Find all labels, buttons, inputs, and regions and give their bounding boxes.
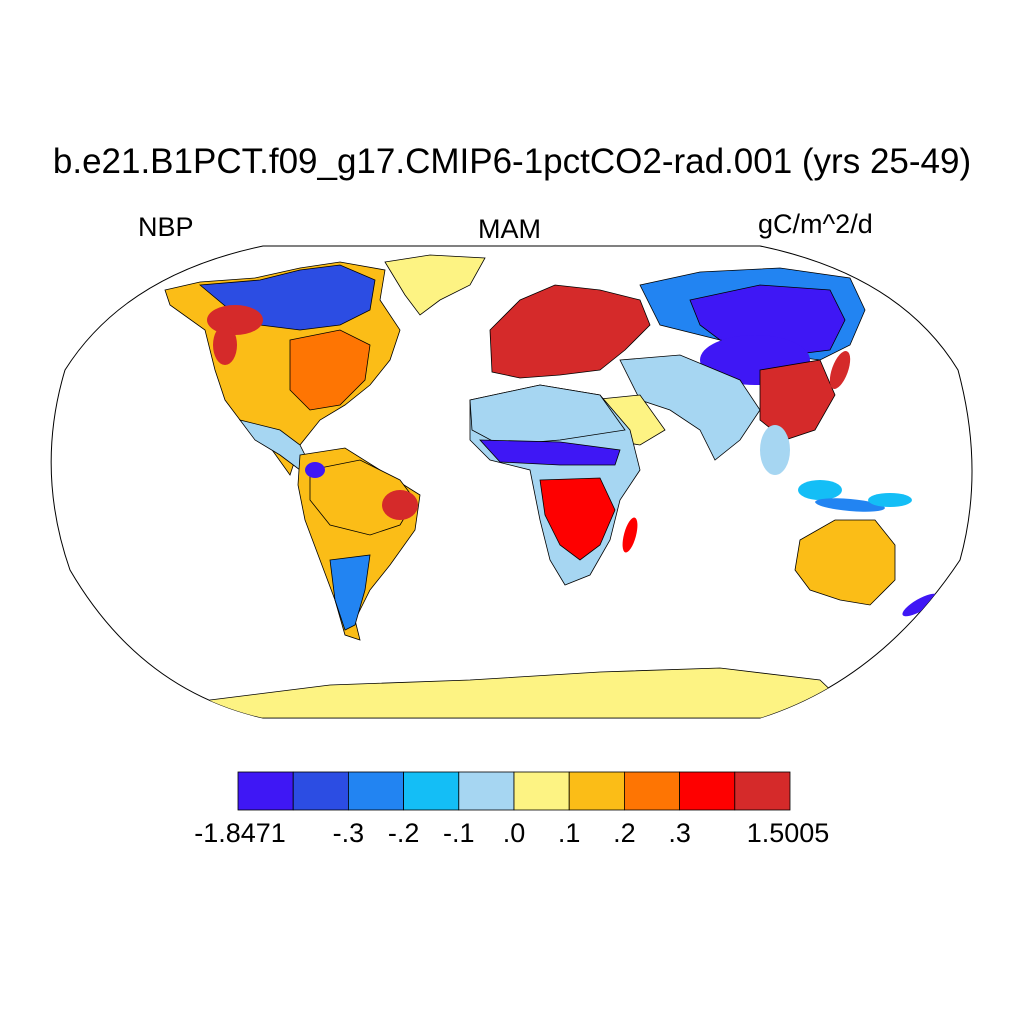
greenland — [384, 254, 486, 316]
australia — [794, 519, 896, 606]
colorbar-label: .0 — [502, 818, 526, 848]
sahel — [479, 439, 621, 466]
units-label: gC/m^2/d — [758, 209, 873, 239]
colorbar-swatch — [734, 771, 791, 811]
colorbar-swatch — [403, 771, 460, 811]
colorbar-label: .2 — [613, 818, 636, 848]
southern-south-america — [329, 554, 371, 631]
eastern-north-america — [289, 329, 371, 411]
southern-africa — [539, 477, 616, 561]
colorbar-label: .1 — [557, 818, 581, 848]
japan — [829, 351, 851, 389]
nz — [902, 593, 938, 617]
colorbar-swatch — [679, 771, 736, 811]
antarctica — [178, 667, 862, 718]
colorbar-label: -.1 — [443, 818, 475, 848]
indochina — [760, 425, 790, 475]
east-china — [759, 359, 836, 441]
colorbar-swatch — [237, 771, 294, 811]
ne-brazil-red — [382, 490, 418, 520]
south-asia — [619, 354, 761, 461]
season-label: MAM — [478, 214, 541, 244]
colorbar-swatch — [568, 771, 625, 811]
colorbar-label: -.2 — [387, 818, 420, 848]
colorbar-swatch — [347, 771, 404, 811]
map-title: b.e21.B1PCT.f09_g17.CMIP6-1pctCO2-rad.00… — [52, 142, 972, 181]
pacific-nw-red — [213, 325, 237, 365]
europe — [489, 284, 651, 379]
colorbar-label: -.3 — [332, 818, 365, 848]
madagascar — [622, 517, 638, 553]
colorbar-swatch — [624, 771, 681, 811]
colorbar-swatch — [513, 771, 570, 811]
borneo — [798, 480, 842, 500]
colorbar-swatch — [458, 771, 515, 811]
colorbar-label: -1.8471 — [194, 818, 286, 848]
colorbar-label: .3 — [668, 818, 691, 848]
colorbar-swatch — [292, 771, 349, 811]
indonesia — [815, 498, 885, 512]
new-guinea — [868, 493, 912, 507]
sahara — [469, 384, 626, 446]
andes-blue — [305, 462, 325, 478]
colorbar-label: 1.5005 — [746, 818, 830, 848]
siberia — [689, 284, 846, 356]
variable-label: NBP — [138, 212, 194, 242]
